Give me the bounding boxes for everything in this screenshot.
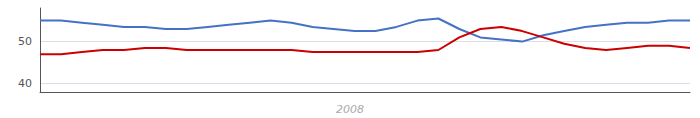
svg-text:50: 50 (18, 35, 32, 48)
svg-text:40: 40 (18, 77, 32, 90)
svg-text:2008: 2008 (336, 103, 364, 116)
